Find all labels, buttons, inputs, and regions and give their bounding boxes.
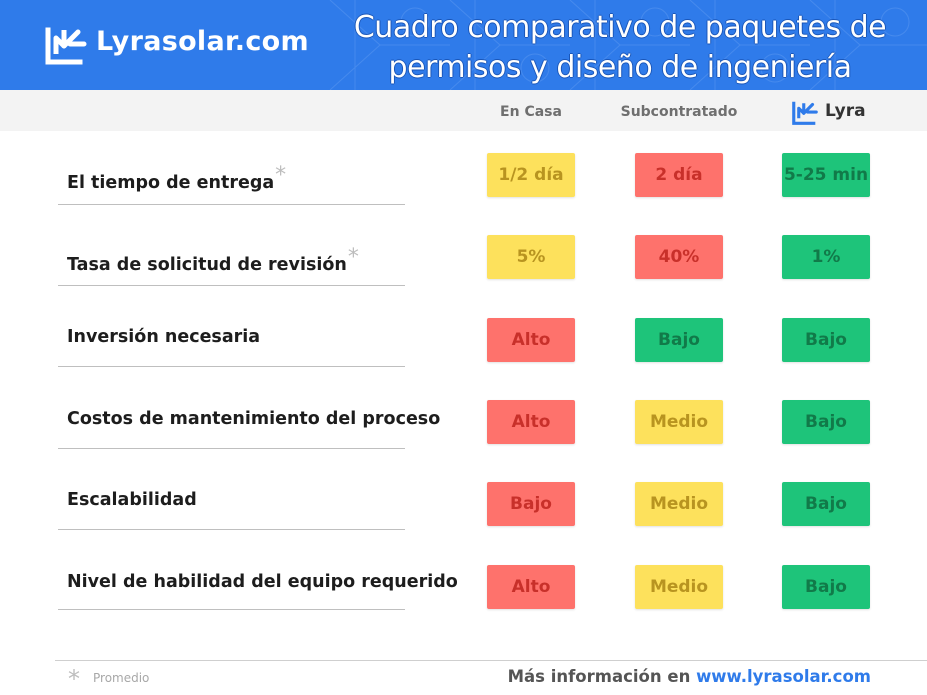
lyra-logo-icon <box>45 27 87 65</box>
brand-name: Lyrasolar.com <box>96 26 309 57</box>
row-label-escalabilidad: Escalabilidad <box>67 490 197 510</box>
cell-en-casa-habilidad: Alto <box>487 565 575 609</box>
cell-en-casa-costos: Alto <box>487 400 575 444</box>
row-divider <box>58 204 405 205</box>
row-label-inversion: Inversión necesaria <box>67 327 261 347</box>
cell-lyra-escalabilidad: Bajo <box>782 482 870 526</box>
cell-subcontratado-tiempo: 2 día <box>635 153 723 197</box>
cell-en-casa-escalabilidad: Bajo <box>487 482 575 526</box>
more-info-text: Más información en <box>507 667 691 686</box>
footnote-text: Promedio <box>93 671 150 685</box>
row-label-text: Tasa de solicitud de revisión <box>67 255 347 275</box>
column-header-subcontratado: Subcontratado <box>620 104 738 120</box>
column-header-band <box>0 90 927 131</box>
column-header-en-casa: En Casa <box>500 104 562 120</box>
cell-lyra-tasa: 1% <box>782 235 870 279</box>
cell-lyra-inversion: Bajo <box>782 318 870 362</box>
row-divider <box>58 448 405 449</box>
row-label-habilidad: Nivel de habilidad del equipo requerido <box>67 572 458 592</box>
cell-subcontratado-inversion: Bajo <box>635 318 723 362</box>
row-divider <box>58 285 405 286</box>
asterisk-mark: * <box>347 245 359 270</box>
asterisk-mark: * <box>275 163 287 188</box>
row-label-tasa-revision: Tasa de solicitud de revisión* <box>67 245 359 275</box>
row-label-tiempo-entrega: El tiempo de entrega* <box>67 163 286 193</box>
lyra-logo-icon <box>792 101 818 125</box>
cell-en-casa-tasa: 5% <box>487 235 575 279</box>
row-divider <box>58 529 405 530</box>
row-divider <box>58 366 405 367</box>
title-line-1: Cuadro comparativo de paquetes de <box>353 10 887 45</box>
column-header-lyra: Lyra <box>789 97 869 127</box>
cell-lyra-habilidad: Bajo <box>782 565 870 609</box>
brand-logo[interactable]: Lyrasolar.com <box>42 20 309 70</box>
row-divider <box>58 609 405 610</box>
title-line-2: permisos y diseño de ingeniería <box>388 50 852 85</box>
more-info: Más información en www.lyrasolar.com <box>508 667 871 686</box>
footer-divider <box>55 660 927 661</box>
header-pattern <box>329 0 927 90</box>
row-label-text: El tiempo de entrega <box>67 173 275 193</box>
cell-lyra-tiempo: 5-25 min <box>782 153 870 197</box>
page-title: Cuadro comparativo de paquetes de permis… <box>320 8 920 88</box>
cell-en-casa-tiempo: 1/2 día <box>487 153 575 197</box>
asterisk-icon: * <box>68 665 80 693</box>
website-link[interactable]: www.lyrasolar.com <box>696 667 871 686</box>
cell-subcontratado-escalabilidad: Medio <box>635 482 723 526</box>
cell-subcontratado-costos: Medio <box>635 400 723 444</box>
cell-subcontratado-tasa: 40% <box>635 235 723 279</box>
row-label-costos: Costos de mantenimiento del proceso <box>67 409 441 429</box>
header-banner: Lyrasolar.com Cuadro comparativo de paqu… <box>0 0 927 90</box>
footnote: * Promedio <box>68 665 188 693</box>
cell-en-casa-inversion: Alto <box>487 318 575 362</box>
cell-subcontratado-habilidad: Medio <box>635 565 723 609</box>
cell-lyra-costos: Bajo <box>782 400 870 444</box>
column-header-lyra-label: Lyra <box>825 101 866 121</box>
